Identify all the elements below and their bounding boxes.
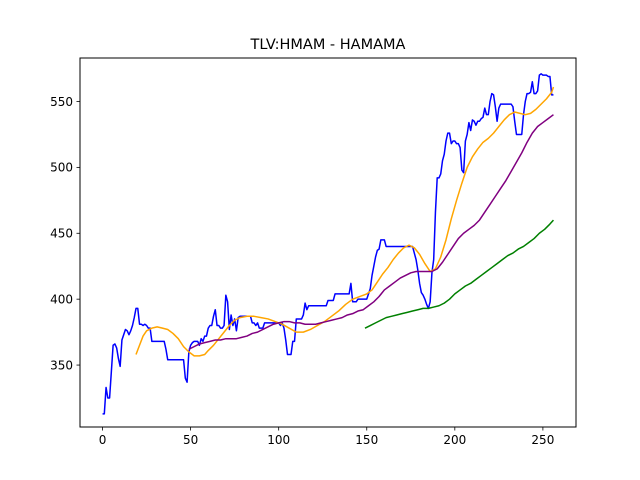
x-tick-label-1: 50 <box>183 433 198 447</box>
y-tick-label-2: 450 <box>50 227 73 241</box>
y-tick-label-3: 500 <box>50 161 73 175</box>
x-tick-label-5: 250 <box>531 433 554 447</box>
x-tick-label-3: 150 <box>355 433 378 447</box>
ticks-layer: 0 50 100 150 200 250 350 400 450 500 550 <box>50 95 554 447</box>
y-tick-label-4: 550 <box>50 95 73 109</box>
series-line-3 <box>364 219 555 329</box>
series-line-1 <box>135 86 555 357</box>
series-layer <box>102 73 555 415</box>
x-tick-label-0: 0 <box>99 433 107 447</box>
y-tick-label-0: 350 <box>50 358 73 372</box>
series-line-0 <box>102 73 554 415</box>
series-line-2 <box>188 114 554 350</box>
y-tick-label-1: 400 <box>50 292 73 306</box>
x-tick-label-2: 100 <box>267 433 290 447</box>
x-tick-label-4: 200 <box>443 433 466 447</box>
plot-frame <box>79 57 577 428</box>
chart-title: TLV:HMAM - HAMAMA <box>250 37 406 53</box>
